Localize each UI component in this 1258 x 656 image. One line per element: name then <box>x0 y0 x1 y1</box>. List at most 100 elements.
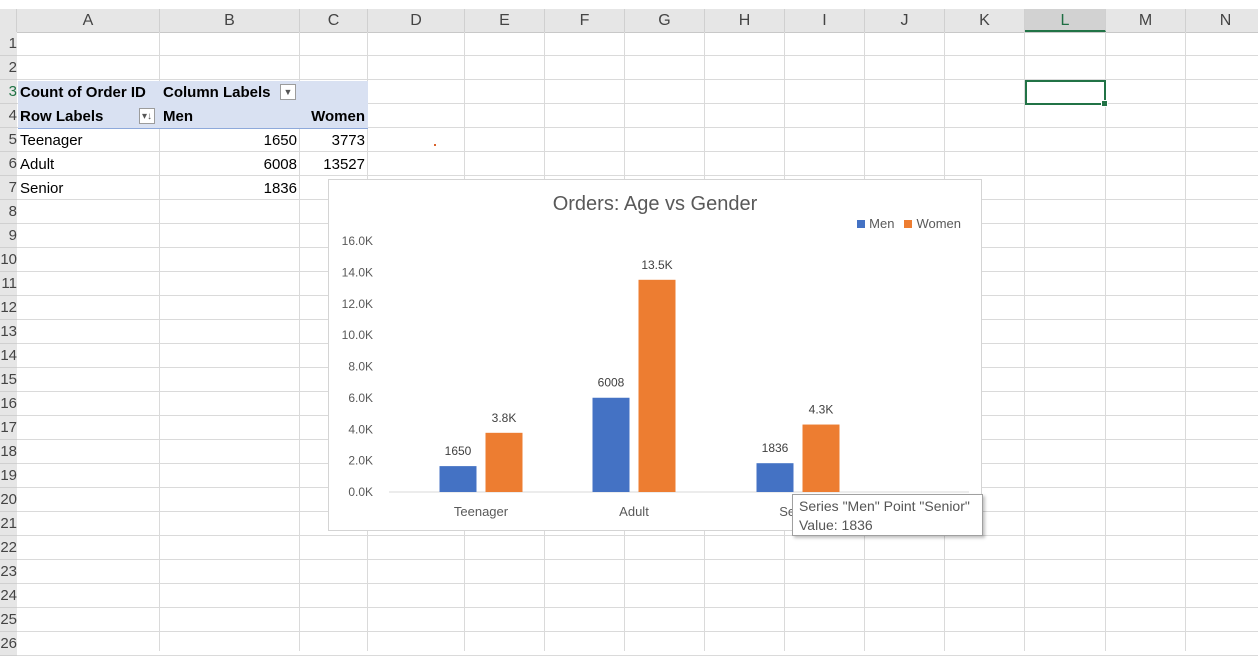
pivot-header-divider <box>18 128 368 129</box>
row-header-6[interactable]: 6 <box>0 152 17 176</box>
data-label[interactable]: 1650 <box>445 444 472 458</box>
row-header-4[interactable]: 4 <box>0 104 17 128</box>
row-header-24[interactable]: 24 <box>0 584 17 608</box>
row-gridline <box>17 583 1258 584</box>
y-tick-label: 4.0K <box>348 422 373 436</box>
column-header-L[interactable]: L <box>1025 9 1106 32</box>
sort-filter-icon[interactable]: ▾↓ <box>139 108 155 124</box>
row-header-23[interactable]: 23 <box>0 560 17 584</box>
row-header-17[interactable]: 17 <box>0 416 17 440</box>
column-header-H[interactable]: H <box>705 9 785 32</box>
column-gridline <box>1024 32 1025 651</box>
row-header-25[interactable]: 25 <box>0 608 17 632</box>
row-header-10[interactable]: 10 <box>0 248 17 272</box>
row-header-12[interactable]: 12 <box>0 296 17 320</box>
column-header-B[interactable]: B <box>160 9 300 32</box>
row-header-26[interactable]: 26 <box>0 632 17 656</box>
pivot-cell-men[interactable]: 6008 <box>263 156 297 173</box>
y-tick-label: 6.0K <box>348 391 373 405</box>
chart-plot-area[interactable]: 0.0K 2.0K 4.0K 6.0K 8.0K 10.0K 12.0K 14.0K 16.0K… <box>329 180 983 532</box>
pivot-row-labels-header[interactable]: Row Labels <box>20 108 104 125</box>
row-header-20[interactable]: 20 <box>0 488 17 512</box>
column-header-E[interactable]: E <box>465 9 545 32</box>
active-cell-L3[interactable] <box>1025 80 1108 107</box>
column-header-I[interactable]: I <box>785 9 865 32</box>
legend-label-women: Women <box>916 216 961 231</box>
data-label[interactable]: 3.8K <box>492 411 517 425</box>
row-header-19[interactable]: 19 <box>0 464 17 488</box>
tooltip-value: Value: 1836 <box>799 517 873 533</box>
y-tick-label: 12.0K <box>342 297 373 311</box>
chart-legend[interactable]: Men Women <box>857 216 961 231</box>
data-label[interactable]: 6008 <box>598 376 625 390</box>
y-tick-label: 10.0K <box>342 328 373 342</box>
data-label[interactable]: 13.5K <box>641 258 672 272</box>
fill-handle[interactable] <box>1101 100 1108 107</box>
row-header-7[interactable]: 7 <box>0 176 17 200</box>
y-tick-label: 2.0K <box>348 454 373 468</box>
row-header-16[interactable]: 16 <box>0 392 17 416</box>
column-header-D[interactable]: D <box>368 9 465 32</box>
pivot-cell-women[interactable]: 3773 <box>331 132 365 149</box>
pivot-row-label[interactable]: Teenager <box>20 132 83 149</box>
row-header-5[interactable]: 5 <box>0 128 17 152</box>
legend-item-men[interactable]: Men <box>857 216 894 231</box>
row-header-1[interactable]: 1 <box>0 32 17 56</box>
pivot-cell-women[interactable]: 13527 <box>323 156 365 173</box>
bar-men-adult[interactable] <box>592 397 630 492</box>
column-labels-dropdown-icon[interactable]: ▼ <box>280 84 296 100</box>
row-header-3[interactable]: 3 <box>0 80 17 104</box>
row-header-8[interactable]: 8 <box>0 200 17 224</box>
y-tick-label: 0.0K <box>348 485 373 499</box>
pivot-value-header[interactable]: Count of Order ID <box>20 84 146 101</box>
row-header-11[interactable]: 11 <box>0 272 17 296</box>
data-label[interactable]: 1836 <box>762 441 789 455</box>
pivot-cell-men[interactable]: 1650 <box>263 132 297 149</box>
pivot-row-label[interactable]: Adult <box>20 156 55 173</box>
pivot-col-women[interactable]: Women <box>311 108 365 125</box>
select-all-corner[interactable] <box>0 9 17 32</box>
row-header-22[interactable]: 22 <box>0 536 17 560</box>
row-header-14[interactable]: 14 <box>0 344 17 368</box>
column-header-G[interactable]: G <box>625 9 705 32</box>
stray-mark <box>434 144 436 146</box>
bar-men-senior[interactable] <box>756 463 794 492</box>
x-category-label: Teenager <box>454 504 509 519</box>
row-header-21[interactable]: 21 <box>0 512 17 536</box>
column-header-A[interactable]: A <box>17 9 160 32</box>
row-gridline <box>17 607 1258 608</box>
pivot-column-labels-header[interactable]: Column Labels <box>163 84 271 101</box>
row-header-15[interactable]: 15 <box>0 368 17 392</box>
row-gridline <box>17 79 1258 80</box>
column-gridline <box>299 32 300 651</box>
row-header-13[interactable]: 13 <box>0 320 17 344</box>
column-gridline <box>1185 32 1186 651</box>
row-header-18[interactable]: 18 <box>0 440 17 464</box>
column-header-N[interactable]: N <box>1186 9 1258 32</box>
row-header-9[interactable]: 9 <box>0 224 17 248</box>
column-header-K[interactable]: K <box>945 9 1025 32</box>
row-gridline <box>17 535 1258 536</box>
pivot-col-men[interactable]: Men <box>163 108 193 125</box>
chart-title[interactable]: Orders: Age vs Gender <box>552 193 758 215</box>
legend-item-women[interactable]: Women <box>904 216 961 231</box>
bar-chart[interactable]: Orders: Age vs Gender Men Women 0.0K 2.0K… <box>328 179 982 531</box>
column-header-J[interactable]: J <box>865 9 945 32</box>
row-gridline <box>17 55 1258 56</box>
bar-men-teenager[interactable] <box>439 466 477 492</box>
data-label[interactable]: 4.3K <box>809 403 834 417</box>
row-gridline <box>17 559 1258 560</box>
column-header-C[interactable]: C <box>300 9 368 32</box>
tooltip-series-point: Series "Men" Point "Senior" <box>799 498 970 514</box>
y-tick-label: 8.0K <box>348 360 373 374</box>
column-gridline <box>1105 32 1106 651</box>
bar-women-teenager[interactable] <box>485 432 523 492</box>
column-header-F[interactable]: F <box>545 9 625 32</box>
bar-women-adult[interactable] <box>638 279 676 492</box>
pivot-cell-men[interactable]: 1836 <box>263 180 297 197</box>
pivot-row-label[interactable]: Senior <box>20 180 64 197</box>
column-header-M[interactable]: M <box>1106 9 1186 32</box>
row-header-2[interactable]: 2 <box>0 56 17 80</box>
bar-women-senior[interactable] <box>802 424 840 492</box>
